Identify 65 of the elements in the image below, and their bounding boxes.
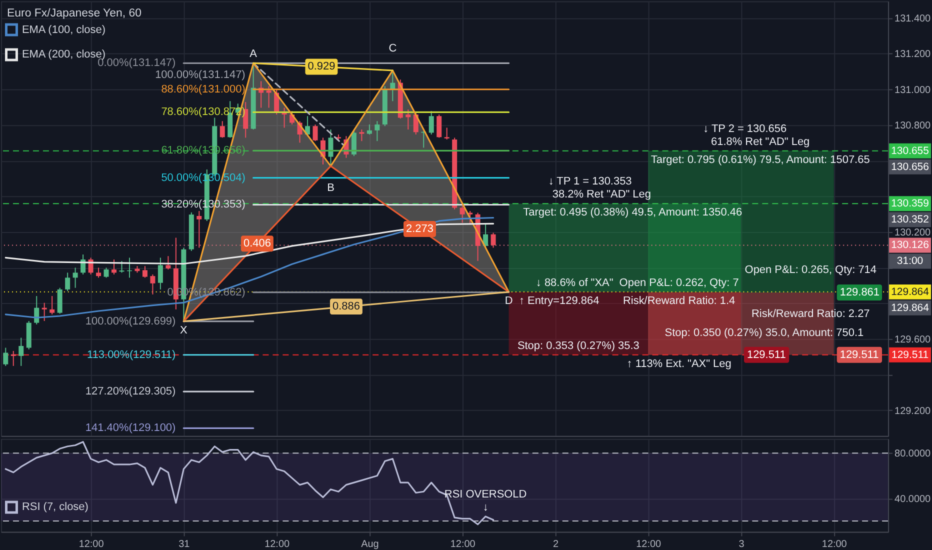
annotation: Target: 0.495 (0.38%) 49.5, Amount: 1350.46 xyxy=(523,206,742,219)
annotation: ↓ xyxy=(482,501,488,514)
x-tick-label: 12:00 xyxy=(78,539,104,550)
annotation: 61.8% Ret "AD" Leg xyxy=(711,136,810,148)
ref-line-label: 129.864 xyxy=(891,286,930,298)
x-tick-label: 3 xyxy=(738,539,745,550)
annotation: Risk/Reward Ratio: 2.27 xyxy=(752,308,870,320)
annotation: 31:00 xyxy=(896,256,924,268)
annotation: Risk/Reward Ratio: 1.4 xyxy=(622,294,736,307)
annotation: Stop: 0.350 (0.27%) 35.0, Amount: 750.1 xyxy=(664,326,864,339)
y-tick-label: 80.0000 xyxy=(894,448,932,460)
y-tick-label: 130.800 xyxy=(894,120,932,132)
data-label: 141.40%(129.100) xyxy=(85,422,176,434)
data-label: 100.00%(129.699) xyxy=(85,315,176,328)
annotation: A xyxy=(250,48,258,60)
annotation: Stop: 0.353 (0.27%) 35.3 xyxy=(517,340,640,352)
ref-line-label: 130.359 xyxy=(891,198,930,210)
x-tick-label: 12:00 xyxy=(264,539,290,550)
x-tick-label: Aug xyxy=(361,539,379,550)
x-tick-label: 12:00 xyxy=(636,539,662,550)
data-label: 129.511 xyxy=(840,348,879,361)
x-tick-label: 12:00 xyxy=(822,539,848,550)
annotation: Open P&L: 0.265, Qty: 714 xyxy=(744,264,877,276)
ref-line-label: 129.511 xyxy=(891,350,929,361)
annotation: ↓ TP 1 = 130.353 xyxy=(548,176,632,188)
data-label: 88.60%(131.000) xyxy=(161,83,246,96)
annotation: 2.273 xyxy=(406,222,434,235)
chart-title: Euro Fx/Japanese Yen, 60 xyxy=(6,7,142,20)
x-tick-label: 12:00 xyxy=(450,539,476,550)
annotation: ↑ Entry=129.864 xyxy=(518,294,600,307)
y-tick-label: 131.000 xyxy=(894,84,932,96)
annotation: Open P&L: 0.262, Qty: 7 xyxy=(619,276,739,289)
annotation: RSI OVERSOLD xyxy=(444,488,527,500)
annotation: ↓ TP 2 = 130.656 xyxy=(703,122,787,135)
annotation: X xyxy=(180,324,188,336)
annotation: ↓ 88.6% of "XA" xyxy=(536,276,614,289)
y-tick-label: 40.0000 xyxy=(894,494,932,505)
annotation: ↑ 113% Ext. "AX" Leg xyxy=(626,358,732,370)
x-tick-label: 2 xyxy=(552,539,559,550)
data-label: 129.861 xyxy=(840,286,880,298)
annotation: C xyxy=(388,42,397,54)
annotation: 0.929 xyxy=(308,60,336,73)
data-label: 129.511 xyxy=(746,348,786,361)
data-label: 113.00%(129.511) xyxy=(87,348,176,361)
annotation: 129.864 xyxy=(891,302,930,314)
annotation: 0.406 xyxy=(243,238,271,250)
data-label: 127.20%(129.305) xyxy=(85,386,176,398)
y-tick-label: 130.200 xyxy=(894,228,932,239)
ref-line-label: 130.126 xyxy=(891,240,930,252)
annotation: Target: 0.795 (0.61%) 79.5, Amount: 1507.65 xyxy=(650,154,870,166)
annotation: 130.656 xyxy=(891,162,930,173)
annotation: 130.352 xyxy=(891,214,930,226)
annotation: 0.886 xyxy=(332,300,360,313)
legend-label: RSI (7, close) xyxy=(22,501,88,514)
annotation: D xyxy=(504,294,513,307)
x-tick-label: 31 xyxy=(178,539,190,550)
y-tick-label: 131.400 xyxy=(894,14,932,25)
data-label: 100.00%(131.147) xyxy=(155,69,246,82)
y-tick-label: 129.200 xyxy=(894,406,932,417)
annotation: 38.2% Ret "AD" Leg xyxy=(552,188,651,201)
legend-label: EMA (100, close) xyxy=(22,24,106,36)
y-tick-label: 131.200 xyxy=(894,49,932,60)
y-tick-label: 129.600 xyxy=(894,334,932,346)
ref-line-label: 130.655 xyxy=(891,146,930,157)
annotation: B xyxy=(327,182,334,194)
